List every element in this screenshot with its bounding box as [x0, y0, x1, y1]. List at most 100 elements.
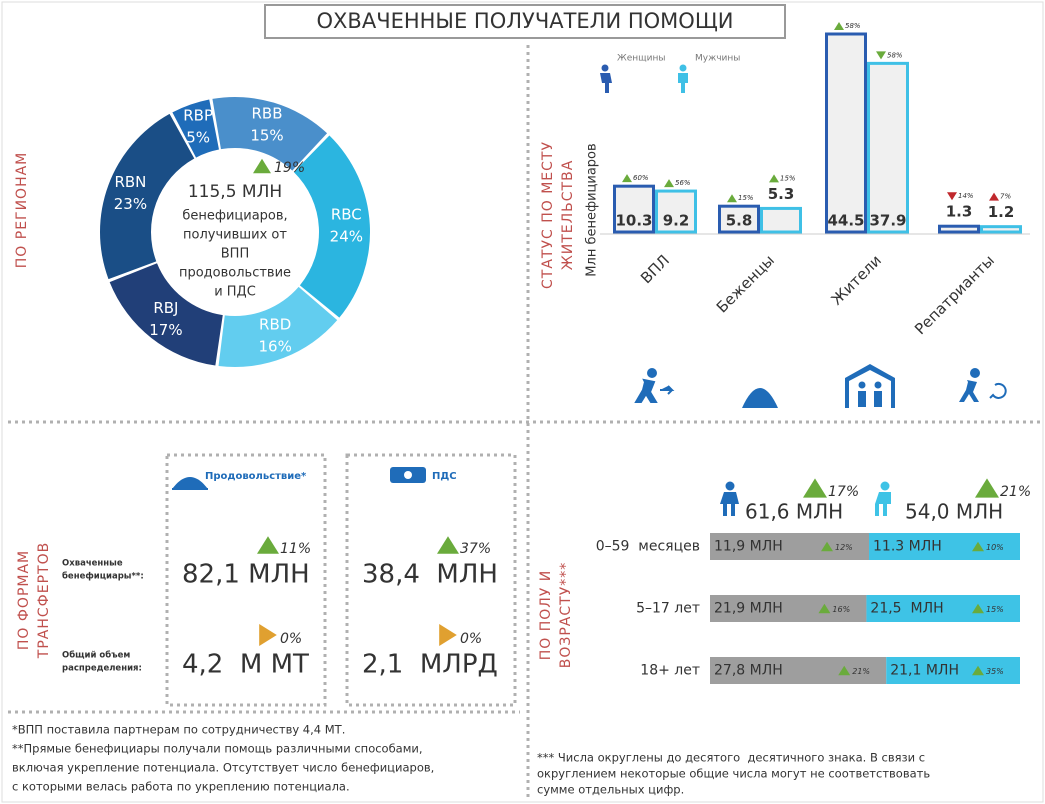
food-icon: [172, 477, 208, 490]
bar: [760, 206, 802, 234]
person-icon: [725, 481, 735, 491]
age-label: 0–59 месяцев: [596, 539, 700, 555]
transfer-change: 11%: [280, 541, 311, 557]
segment-name: RBD: [259, 316, 291, 334]
transfer-value: 4,2 М МТ: [182, 650, 309, 680]
box: [345, 453, 517, 707]
age-bar: [866, 595, 1020, 622]
bar-change: 15%: [738, 194, 754, 202]
change-arrow: [727, 194, 737, 203]
total-value: 61,6 МЛН: [745, 500, 843, 524]
change-arrow: [803, 478, 827, 498]
section-label: ПО ФОРМАМ: [16, 550, 32, 650]
age-bar: [886, 657, 1020, 684]
change-arrow: [769, 174, 779, 183]
section-label: ПО ПОЛУ И: [538, 570, 554, 661]
donut-segment: [172, 99, 219, 158]
icon: [989, 382, 1007, 399]
donut-segment: [100, 113, 195, 280]
bar-value: 1.2: [988, 203, 1015, 221]
total-change: 17%: [828, 484, 859, 500]
icon: [858, 381, 866, 389]
row-label: бенефициары**:: [62, 571, 144, 582]
age-bar: [869, 533, 1020, 560]
footnote: округлением некоторые общие числа могут …: [537, 767, 930, 781]
change-arrow: [437, 536, 459, 554]
icon: [634, 378, 675, 403]
legend-icon: [601, 64, 609, 72]
bar-change: 14%: [958, 192, 974, 200]
icon: [858, 391, 866, 407]
column-header: Продовольствие*: [205, 471, 307, 482]
section-label: ПО РЕГИОНАМ: [14, 152, 30, 269]
change-arrow: [989, 192, 999, 201]
section-label: ЖИТЕЛЬСТВА: [560, 160, 576, 271]
footnote: сумме отдельных цифр.: [537, 783, 684, 797]
section-label: СТАТУС ПО МЕСТУ: [540, 141, 556, 289]
age-label: 18+ лет: [640, 663, 700, 679]
title-box: [264, 4, 786, 39]
row-label: Общий объем: [62, 650, 130, 661]
segment-name: RBN: [114, 173, 146, 191]
bar-change: 7%: [1000, 193, 1011, 201]
change-arrow: [259, 624, 277, 646]
center-text: и ПДС: [214, 285, 256, 300]
bar-change: 58%: [887, 51, 903, 59]
age-change: 10%: [986, 543, 1004, 552]
icon: [647, 368, 657, 378]
change-arrow: [253, 158, 271, 174]
bar-change: 56%: [675, 179, 691, 187]
bar-value: 5.3: [768, 185, 795, 203]
center-text: получивших от: [183, 228, 287, 243]
bar: [980, 225, 1022, 234]
change-arrow: [439, 624, 457, 646]
legend-icon: [679, 64, 687, 72]
bar-value: 37.9: [869, 212, 906, 230]
change-arrow: [838, 665, 851, 676]
icons: [634, 364, 1007, 408]
change-arrow: [257, 536, 279, 554]
change-arrow: [972, 541, 984, 552]
person-icon: [875, 492, 891, 516]
change-arrow: [622, 174, 632, 183]
bar-change: 60%: [633, 174, 649, 182]
bar: [718, 204, 760, 234]
donut-segment: [212, 97, 328, 171]
category-label: Жители: [828, 251, 885, 308]
footnote: включая укрепление потенциала. Отсутству…: [12, 761, 434, 775]
center-text: ВПП: [221, 247, 249, 262]
age-bar: [710, 657, 887, 684]
donut-segment: [293, 135, 370, 318]
bar-change: 15%: [780, 174, 796, 182]
age-change: 21%: [852, 667, 870, 676]
total-value: 54,0 МЛН: [905, 500, 1003, 524]
change-arrow: [821, 541, 834, 552]
category-label: ВПЛ: [637, 251, 673, 287]
bar: [825, 32, 867, 234]
age-change: 35%: [986, 667, 1004, 676]
bar-value: 1.3: [946, 203, 973, 221]
age-change: 15%: [986, 605, 1004, 614]
center-text: бенефициаров,: [182, 209, 287, 224]
age-value: 27,8 МЛН: [714, 663, 783, 679]
category-label: Репатрианты: [911, 251, 998, 338]
column-header: ПДС: [432, 471, 457, 482]
legend-label: Женщины: [617, 54, 665, 64]
icon: [874, 391, 882, 407]
bar: [867, 61, 909, 234]
bar: [655, 189, 697, 234]
segment-value: 23%: [114, 195, 147, 213]
footnote: *** Числа округлены до десятого десятичн…: [537, 751, 925, 765]
section-label: ТРАНСФЕРТОВ: [36, 542, 52, 659]
age-value: 21,1 МЛН: [890, 663, 959, 679]
bar-value: 10.3: [615, 212, 652, 230]
legend-icon: [678, 73, 688, 93]
segment-name: RBC: [331, 205, 362, 223]
segment-value: 15%: [250, 127, 283, 145]
row-label: распределения:: [62, 664, 142, 674]
change-arrow: [975, 478, 999, 498]
bar-value: 9.2: [663, 212, 690, 230]
bar: [938, 224, 980, 234]
